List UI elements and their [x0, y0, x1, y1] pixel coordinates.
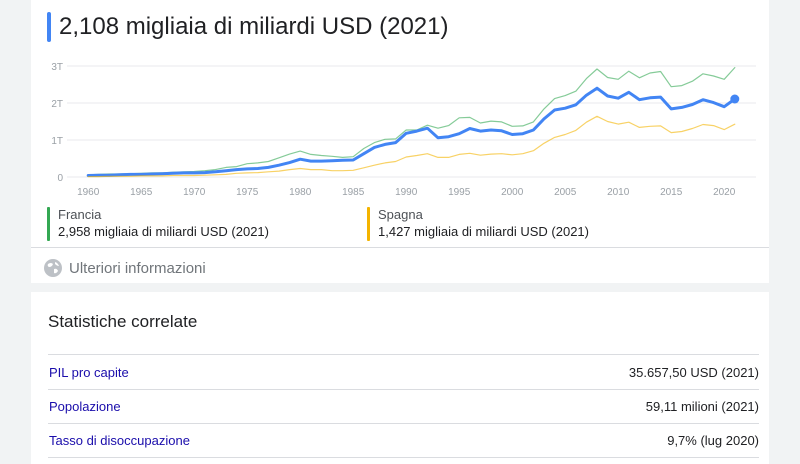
x-tick-label: 1995 — [448, 187, 471, 198]
related-row-pil-pro-capite[interactable]: PIL pro capite 35.657,50 USD (2021) — [49, 356, 759, 389]
x-tick-label: 1985 — [342, 187, 365, 198]
related-row-value: 35.657,50 USD (2021) — [628, 365, 759, 380]
related-row-label[interactable]: PIL pro capite — [49, 365, 129, 380]
legend-color-bar-francia — [47, 207, 50, 241]
x-tick-label: 2000 — [501, 187, 524, 198]
more-info-label: Ulteriori informazioni — [69, 259, 206, 277]
related-row-label[interactable]: Tasso di disoccupazione — [49, 433, 190, 448]
row-divider — [48, 423, 759, 424]
headline-accent-bar — [47, 12, 51, 42]
row-divider — [48, 389, 759, 390]
legend-color-bar-spagna — [367, 207, 370, 241]
related-row-popolazione[interactable]: Popolazione 59,11 milioni (2021) — [49, 390, 759, 423]
y-tick-label: 0 — [57, 173, 63, 184]
y-tick-label: 2T — [51, 99, 63, 110]
y-tick-label: 1T — [51, 136, 63, 147]
y-tick-label: 3T — [51, 62, 63, 73]
x-tick-label: 1960 — [77, 187, 100, 198]
series-line-francia — [87, 67, 736, 176]
series-endpoint-italia — [730, 94, 740, 104]
more-info-link[interactable]: Ulteriori informazioni — [43, 257, 206, 279]
x-tick-label: 2015 — [660, 187, 683, 198]
legend-name-spagna: Spagna — [378, 207, 423, 222]
series-line-spagna — [87, 115, 736, 178]
globe-icon — [44, 259, 62, 277]
gdp-line-chart[interactable]: 0 1T 2T 3T 1960 1965 1970 1975 1980 1985 1990 1995… — [31, 52, 769, 202]
headline-value: 2,108 migliaia di miliardi USD (2021) — [59, 13, 449, 40]
section-gap — [31, 283, 769, 292]
related-row-value: 9,7% (lug 2020) — [667, 433, 759, 448]
row-divider — [48, 354, 759, 355]
legend-item-francia[interactable]: Francia 2,958 migliaia di miliardi USD (… — [47, 206, 269, 241]
row-divider — [48, 457, 759, 458]
series-line-italia — [86, 86, 737, 177]
legend-item-spagna[interactable]: Spagna 1,427 migliaia di miliardi USD (2… — [367, 206, 589, 241]
x-tick-label: 2020 — [713, 187, 736, 198]
related-row-value: 59,11 milioni (2021) — [645, 399, 759, 414]
legend-value-spagna: 1,427 migliaia di miliardi USD (2021) — [378, 224, 589, 239]
x-tick-label: 2010 — [607, 187, 630, 198]
x-tick-label: 1970 — [183, 187, 206, 198]
related-row-tasso-disoccupazione[interactable]: Tasso di disoccupazione 9,7% (lug 2020) — [49, 424, 759, 457]
x-tick-label: 1965 — [130, 187, 153, 198]
legend-value-francia: 2,958 migliaia di miliardi USD (2021) — [58, 224, 269, 239]
x-tick-label: 1975 — [236, 187, 259, 198]
headline: 2,108 migliaia di miliardi USD (2021) — [47, 10, 449, 44]
x-tick-label: 1980 — [289, 187, 312, 198]
divider — [31, 247, 769, 248]
related-stats-title: Statistiche correlate — [48, 312, 198, 331]
x-tick-label: 2005 — [554, 187, 577, 198]
knowledge-panel: 2,108 migliaia di miliardi USD (2021) 0 1… — [31, 0, 769, 464]
x-tick-label: 1990 — [395, 187, 418, 198]
related-row-label[interactable]: Popolazione — [49, 399, 121, 414]
legend-name-francia: Francia — [58, 207, 102, 222]
